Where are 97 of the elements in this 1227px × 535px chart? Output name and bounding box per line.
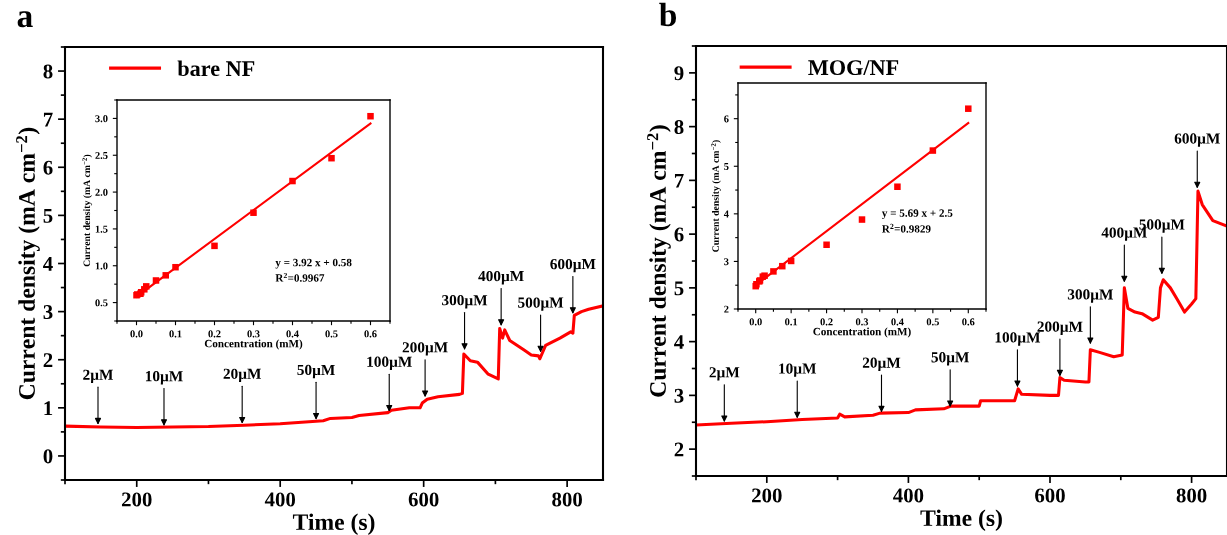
annotation: 500µM <box>518 297 564 311</box>
y-tick-label: 5 <box>724 163 729 170</box>
annotation: 50µM <box>297 364 335 379</box>
y-tick-label: 1.0 <box>95 262 108 270</box>
x-tick-label: 0.0 <box>749 318 762 326</box>
x-axis-title: Time (s) <box>292 513 375 535</box>
y-tick-label: 8 <box>674 120 684 135</box>
legend-label: bare NF <box>177 60 255 77</box>
y-tick-label: 8 <box>43 64 53 79</box>
y-tick-label: 3.0 <box>95 115 108 123</box>
y-axis-title: Current density (mA cm$^{−2}$) <box>82 154 93 267</box>
y-tick-label: 9 <box>674 66 684 81</box>
y-tick-label: 2 <box>674 442 684 457</box>
y-tick-label: 5 <box>43 208 53 223</box>
y-tick-label: 2 <box>724 305 729 313</box>
y-tick-label: 6 <box>674 227 684 242</box>
x-tick-label: 400 <box>893 488 924 503</box>
x-tick-label: 0.1 <box>169 330 182 338</box>
point <box>250 209 257 216</box>
y-axis-title: Current density (mA cm$^{−2}$) <box>711 140 721 252</box>
annotation: 10µM <box>779 363 817 377</box>
annotation: 300µM <box>1067 289 1113 303</box>
y-tick-label: 0.5 <box>95 299 108 307</box>
x-axis-title: Concentration (mM) <box>813 327 911 338</box>
point <box>172 263 179 271</box>
x-tick-label: 0.2 <box>208 330 221 338</box>
point <box>929 147 937 154</box>
point <box>211 242 218 250</box>
point <box>779 262 786 270</box>
annotation: 100µM <box>367 356 412 371</box>
y-axis-title: Current density (mA cm$^{−2}$) <box>647 125 671 397</box>
point <box>894 183 901 190</box>
point <box>858 216 866 223</box>
point <box>823 241 830 249</box>
point <box>289 177 296 185</box>
x-tick-label: 0.6 <box>364 330 377 338</box>
point <box>965 105 972 112</box>
x-tick-label: 200 <box>121 492 152 507</box>
x-tick-label: 600 <box>408 492 439 507</box>
y-tick-label: 0 <box>43 449 53 464</box>
y-tick-label: 4 <box>674 335 684 349</box>
point <box>367 112 374 120</box>
x-tick-label: 0.4 <box>891 318 904 326</box>
point <box>328 154 335 162</box>
annotation: 2µM <box>83 369 113 384</box>
annotation: 600µM <box>550 258 596 273</box>
point <box>162 272 170 279</box>
x-tick-label: 0.3 <box>855 318 869 326</box>
y-tick-label: 4 <box>723 210 729 218</box>
x-tick-label: 0.0 <box>130 330 143 338</box>
y-tick-label: 6 <box>43 160 53 175</box>
annotation: R$^{2}$=0.9967 <box>275 272 325 282</box>
x-tick-label: 800 <box>552 492 582 507</box>
x-tick-label: 0.5 <box>325 330 338 338</box>
x-tick-label: 600 <box>1035 488 1065 503</box>
x-tick-label: 0.5 <box>926 318 939 326</box>
x-axis-title: Time (s) <box>920 509 1002 531</box>
annotation: R$^{2}$=0.9829 <box>882 223 931 233</box>
x-tick-label: 0.6 <box>962 318 975 326</box>
annotation: 20µM <box>223 368 261 383</box>
y-tick-label: 2.0 <box>95 188 108 196</box>
annotation: 400µM <box>478 270 524 285</box>
annotation: 600µM <box>1174 133 1220 147</box>
y-tick-label: 3 <box>674 388 684 403</box>
y-tick-label: 7 <box>43 112 53 127</box>
y-tick-label: 1 <box>44 401 53 416</box>
annotation: 50µM <box>931 352 969 366</box>
annotation: 300µM <box>442 295 488 309</box>
legend-label: MOG/NF <box>808 60 899 76</box>
y-tick-label: 2 <box>43 353 53 367</box>
chart-title: a <box>17 11 33 28</box>
annotation: y = 3.92 x + 0.58 <box>275 258 352 269</box>
y-tick-label: 5 <box>674 281 684 296</box>
point <box>152 277 160 284</box>
y-tick-label: 3 <box>43 305 53 320</box>
annotation: 200µM <box>402 342 448 356</box>
annotation: y = 5.69 x + 2.5 <box>881 209 953 220</box>
y-tick-label: 7 <box>674 173 684 188</box>
x-tick-label: 400 <box>264 492 296 507</box>
y-tick-label: 3 <box>724 258 729 266</box>
y-tick-label: 1.5 <box>95 225 108 233</box>
chart-title: b <box>659 2 677 27</box>
x-axis-title: Concentration (mM) <box>204 339 303 350</box>
annotation: 10µM <box>145 371 183 385</box>
y-tick-label: 4 <box>43 257 53 271</box>
x-tick-label: 800 <box>1176 488 1207 503</box>
annotation: 20µM <box>862 357 901 371</box>
x-tick-label: 0.1 <box>785 318 798 326</box>
x-tick-label: 200 <box>752 488 782 503</box>
x-tick-label: 0.4 <box>286 330 299 338</box>
annotation: 2µM <box>709 367 740 381</box>
x-tick-label: 0.2 <box>820 318 833 326</box>
point <box>770 268 777 275</box>
y-axis-title: Current density (mA cm$^{−2}$) <box>16 127 40 400</box>
y-tick-label: 2.5 <box>95 151 108 160</box>
y-tick-label: 6 <box>724 115 729 123</box>
x-tick-label: 0.3 <box>247 330 260 338</box>
